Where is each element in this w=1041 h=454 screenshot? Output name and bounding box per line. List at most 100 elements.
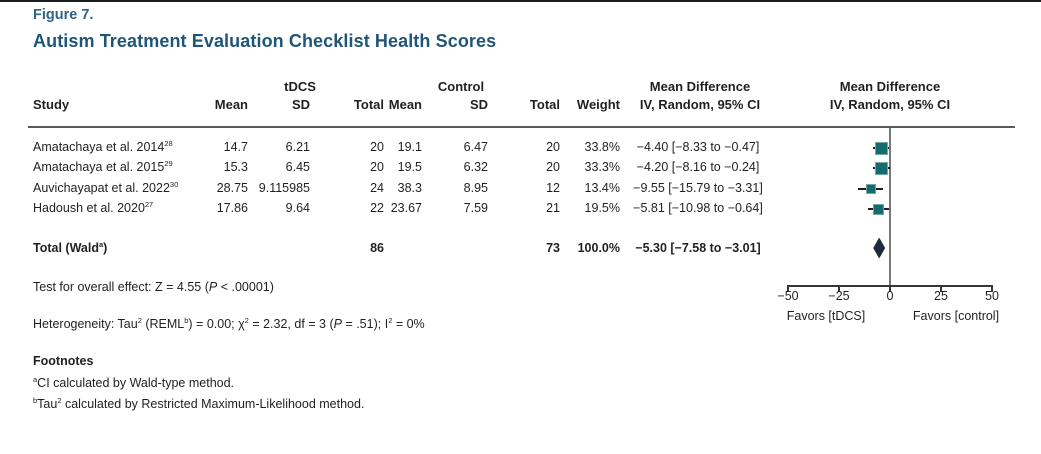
footnote-b-text2: calculated by Restricted Maximum-Likelih… [61,397,365,411]
het-sup: 2 [137,315,142,325]
tdcs-sd-cell: 6.45 [285,160,310,174]
tdcs-total-cell: 22 [370,201,384,215]
table-row: Amatachaya et al. 201428 14.7 6.21 20 19… [0,140,1041,157]
mean-difference-cell: −4.20 [−8.16 to −0.24] [636,160,760,174]
overall-effect-pre: Test for overall effect: Z = 4.55 ( [33,280,209,294]
tdcs-total-cell: 24 [370,181,384,195]
het-seg: (REML [141,317,185,331]
study-reference-superscript: 27 [144,199,154,209]
het-seg: ) = 0.00; χ [188,317,245,331]
ctrl-sd-cell: 6.47 [463,140,488,154]
x-axis-tick [991,285,993,292]
het-seg: = .51); I [341,317,389,331]
het-sup: 2 [244,315,249,325]
footnote-b-superscript2: 2 [57,395,62,405]
x-axis-tick-label: −50 [777,289,799,303]
col-header-tdcs-sd: SD [291,97,310,112]
md-column-header-line2: IV, Random, 95% CI [639,97,761,112]
het-sup: b [184,315,189,325]
plot-header-line2: IV, Random, 95% CI [829,97,951,112]
total-tdcs-n: 86 [370,241,384,255]
total-label-superscript: a [98,239,104,249]
p-italic: P [333,317,342,331]
tdcs-mean-cell: 14.7 [223,140,248,154]
study-reference-superscript: 29 [164,158,173,168]
ctrl-sd-cell: 7.59 [463,201,488,215]
overall-effect-text: Test for overall effect: Z = 4.55 (P < .… [33,280,274,294]
ctrl-sd-cell: 6.32 [463,160,488,174]
study-name: Amatachaya et al. 201529 [33,160,223,174]
ctrl-total-cell: 20 [546,160,560,174]
tdcs-total-cell: 20 [370,160,384,174]
heterogeneity-text: Heterogeneity: Tau2 (REMLb) = 0.00; χ2 =… [33,317,425,331]
study-name-text: Amatachaya et al. 2014 [33,140,165,154]
ctrl-total-cell: 20 [546,140,560,154]
x-axis-tick [838,285,840,292]
col-header-tdcs-total: Total [353,97,384,112]
col-header-tdcs-mean: Mean [214,97,248,112]
tdcs-total-cell: 20 [370,140,384,154]
total-weight: 100.0% [577,241,620,255]
tdcs-sd-cell: 9.115985 [258,181,310,195]
tdcs-sd-cell: 9.64 [285,201,310,215]
tdcs-mean-cell: 28.75 [216,181,248,195]
total-ctrl-n: 73 [546,241,560,255]
footnote-a-text: CI calculated by Wald-type method. [37,376,235,390]
weight-cell: 19.5% [584,201,620,215]
study-name-text: Auvichayapat et al. 2022 [33,181,170,195]
footnote-b-text: Tau [37,397,58,411]
p-italic: P [208,280,218,294]
col-header-ctrl-mean: Mean [388,97,422,112]
header-divider-rule [28,126,1015,128]
total-mean-difference: −5.30 [−7.58 to −3.01] [635,241,761,255]
table-row: Hadoush et al. 202027 17.86 9.64 22 23.6… [0,201,1041,218]
top-border-rule [0,0,1041,2]
figure-number-label: Figure 7. [33,7,94,23]
ctrl-sd-cell: 8.95 [463,181,488,195]
favors-left-label: Favors [tDCS] [786,309,866,323]
mean-difference-cell: −4.40 [−8.33 to −0.47] [636,140,760,154]
study-reference-superscript: 30 [169,179,179,189]
overall-effect-post: < .00001) [217,280,274,294]
footnote-a-marker: a [33,374,38,384]
mean-difference-cell: −5.81 [−10.98 to −0.64] [633,201,763,215]
total-label-close: ) [103,241,108,255]
x-axis-tick [787,285,789,292]
x-axis-tick [940,285,942,292]
het-seg: Heterogeneity: Tau [33,317,138,331]
favors-right-label: Favors [control] [912,309,1000,323]
tdcs-mean-cell: 15.3 [223,160,248,174]
col-header-study: Study [33,97,70,112]
study-name: Hadoush et al. 202027 [33,201,223,215]
study-name: Amatachaya et al. 201428 [33,140,223,154]
ctrl-total-cell: 21 [546,201,560,215]
mean-difference-cell: −9.55 [−15.79 to −3.31] [633,181,763,195]
het-seg: = 0% [392,317,425,331]
x-axis-tick [889,285,891,292]
tdcs-sd-cell: 6.21 [285,140,310,154]
weight-cell: 13.4% [584,181,620,195]
group-header-control: Control [437,79,485,94]
total-label-text: Total (Wald [33,241,99,255]
ctrl-mean-cell: 38.3 [397,181,422,195]
x-axis-tick-label: 50 [985,289,999,303]
weight-cell: 33.8% [584,140,620,154]
study-name-text: Hadoush et al. 2020 [33,201,145,215]
table-row: Amatachaya et al. 201529 15.3 6.45 20 19… [0,160,1041,177]
table-row: Auvichayapat et al. 202230 28.75 9.11598… [0,181,1041,198]
ctrl-mean-cell: 23.67 [390,201,422,215]
col-header-ctrl-total: Total [529,97,560,112]
x-axis-line [788,285,992,287]
ctrl-mean-cell: 19.5 [397,160,422,174]
study-name: Auvichayapat et al. 202230 [33,181,223,195]
footnote-b-marker: b [33,395,38,405]
total-label: Total (Walda) [33,241,223,255]
group-header-tdcs: tDCS [284,79,316,94]
footnote-b: bTau2 calculated by Restricted Maximum-L… [33,397,364,411]
footnote-a: aCI calculated by Wald-type method. [33,376,234,390]
x-axis-tick-label: −25 [828,289,850,303]
col-header-weight: Weight [576,97,620,112]
figure-title: Autism Treatment Evaluation Checklist He… [33,31,497,51]
het-seg: = 2.32, df = 3 ( [248,317,334,331]
